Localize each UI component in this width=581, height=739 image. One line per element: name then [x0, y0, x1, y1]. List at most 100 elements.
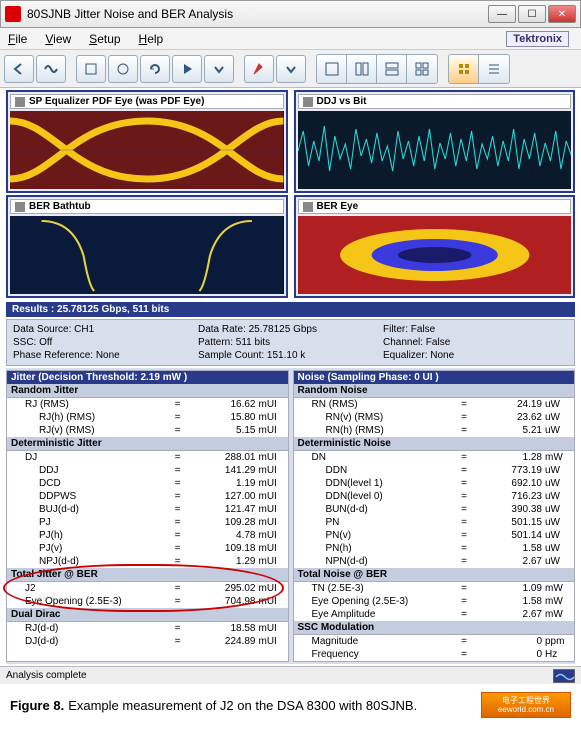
view-grid-button[interactable]: [449, 55, 479, 83]
plot-title: SP Equalizer PDF Eye (was PDF Eye): [29, 96, 204, 107]
random-noise-header: Random Noise: [294, 384, 575, 398]
status-wave-icon[interactable]: [553, 669, 575, 683]
back-button[interactable]: [4, 55, 34, 83]
meta-datarate: Data Rate: 25.78125 Gbps: [198, 323, 383, 336]
play-button[interactable]: [172, 55, 202, 83]
maximize-button[interactable]: ☐: [518, 5, 546, 23]
table-row: NPN(d-d)=2.67uW: [294, 555, 575, 568]
meta-channel: Channel: False: [383, 336, 568, 349]
table-row: Magnitude=0ppm: [294, 635, 575, 648]
plot-pdfeye[interactable]: [10, 111, 284, 189]
caption-text: Example measurement of J2 on the DSA 830…: [68, 698, 417, 713]
jitter-column: Jitter (Decision Threshold: 2.19 mW ) Ra…: [6, 370, 289, 662]
meta-filter: Filter: False: [383, 323, 568, 336]
table-row: Frequency=0Hz: [294, 648, 575, 661]
plot-header-bathtub[interactable]: BER Bathtub: [10, 199, 284, 214]
eeworld-logo: 电子工程世界 eeworld.com.cn: [481, 692, 571, 718]
layout1-button[interactable]: [317, 55, 347, 83]
menu-help[interactable]: Help: [139, 32, 164, 46]
meta-col1: Data Source: CH1 SSC: Off Phase Referenc…: [13, 323, 198, 362]
plot-title: DDJ vs Bit: [317, 96, 367, 107]
plot-panel-ddj: DDJ vs Bit: [294, 90, 576, 193]
figure-caption: Figure 8. Example measurement of J2 on t…: [0, 684, 581, 726]
table-row: RJ(h) (RMS)=15.80mUI: [7, 411, 288, 424]
layout2-button[interactable]: [347, 55, 377, 83]
plot-panel-bathtub: BER Bathtub: [6, 195, 288, 298]
tool-b-button[interactable]: [108, 55, 138, 83]
random-jitter-header: Random Jitter: [7, 384, 288, 398]
table-row: DDJ=141.29mUI: [7, 464, 288, 477]
menu-setup[interactable]: Setup: [89, 32, 120, 46]
window-controls: — ☐ ✕: [488, 5, 576, 23]
plot-ddj[interactable]: [298, 111, 572, 189]
table-row: PJ=109.28mUI: [7, 516, 288, 529]
total-noise-header: Total Noise @ BER: [294, 568, 575, 582]
dropdown-button[interactable]: [204, 55, 234, 83]
table-row: TN (2.5E-3)=1.09mW: [294, 582, 575, 595]
meta-datasource: Data Source: CH1: [13, 323, 198, 336]
plot-title: BER Bathtub: [29, 201, 91, 212]
dropdown2-button[interactable]: [276, 55, 306, 83]
meta-equalizer: Equalizer: None: [383, 349, 568, 362]
meta-panel: Data Source: CH1 SSC: Off Phase Referenc…: [6, 319, 575, 366]
table-row: DDN=773.19uW: [294, 464, 575, 477]
table-row: DJ(d-d)=224.89mUI: [7, 635, 288, 648]
table-row: DN=1.28mW: [294, 451, 575, 464]
table-row: PN(v)=501.14uW: [294, 529, 575, 542]
jitter-header: Jitter (Decision Threshold: 2.19 mW ): [7, 371, 288, 384]
app-icon: [5, 6, 21, 22]
menu-view[interactable]: View: [45, 32, 71, 46]
table-row: PN=501.15uW: [294, 516, 575, 529]
meta-pattern: Pattern: 511 bits: [198, 336, 383, 349]
layout4-button[interactable]: [407, 55, 437, 83]
menu-file[interactable]: File: [8, 32, 27, 46]
caption-label: Figure 8.: [10, 698, 64, 713]
menu-bar: File View Setup Help Tektronix: [0, 28, 581, 50]
table-row: Eye Amplitude=2.67mW: [294, 608, 575, 621]
results-tables: Jitter (Decision Threshold: 2.19 mW ) Ra…: [6, 368, 575, 664]
marker-button[interactable]: [244, 55, 274, 83]
meta-phaseref: Phase Reference: None: [13, 349, 198, 362]
plot-header-ddj[interactable]: DDJ vs Bit: [298, 94, 572, 109]
results-header: Results : 25.78125 Gbps, 511 bits: [6, 302, 575, 317]
table-row: PN(h)=1.58uW: [294, 542, 575, 555]
plot-header-bereye[interactable]: BER Eye: [298, 199, 572, 214]
table-row: RJ (RMS)=16.62mUI: [7, 398, 288, 411]
status-bar: Analysis complete: [0, 666, 581, 684]
close-button[interactable]: ✕: [548, 5, 576, 23]
table-row: NPJ(d-d)=1.29mUI: [7, 555, 288, 568]
wave-button[interactable]: [36, 55, 66, 83]
ssc-header: SSC Modulation: [294, 621, 575, 635]
cursor-icon: [303, 97, 313, 107]
plot-row-2: BER Bathtub BER Eye: [6, 195, 575, 298]
table-row-j2: J2=295.02mUI: [7, 582, 288, 595]
table-row: RN(h) (RMS)=5.21uW: [294, 424, 575, 437]
table-row: DDPWS=127.00mUI: [7, 490, 288, 503]
cursor-icon: [15, 97, 25, 107]
minimize-button[interactable]: —: [488, 5, 516, 23]
plot-row-1: SP Equalizer PDF Eye (was PDF Eye) DDJ v…: [6, 90, 575, 193]
brand-label: Tektronix: [506, 31, 569, 47]
layout3-button[interactable]: [377, 55, 407, 83]
plot-bereye[interactable]: [298, 216, 572, 294]
table-row: DDN(level 1)=692.10uW: [294, 477, 575, 490]
plot-bathtub[interactable]: [10, 216, 284, 294]
table-row: DJ=288.01mUI: [7, 451, 288, 464]
cursor-icon: [303, 202, 313, 212]
toolbar: [0, 50, 581, 88]
plot-header-pdfeye[interactable]: SP Equalizer PDF Eye (was PDF Eye): [10, 94, 284, 109]
view-list-button[interactable]: [479, 55, 509, 83]
meta-ssc: SSC: Off: [13, 336, 198, 349]
table-row: PJ(v)=109.18mUI: [7, 542, 288, 555]
tool-a-button[interactable]: [76, 55, 106, 83]
status-text: Analysis complete: [6, 670, 87, 681]
window-title: 80SJNB Jitter Noise and BER Analysis: [27, 7, 488, 21]
table-row: Eye Opening (2.5E-3)=704.98mUI: [7, 595, 288, 608]
table-row: DCD=1.19mUI: [7, 477, 288, 490]
det-jitter-header: Deterministic Jitter: [7, 437, 288, 451]
noise-header: Noise (Sampling Phase: 0 UI ): [294, 371, 575, 384]
refresh-button[interactable]: [140, 55, 170, 83]
plot-panel-pdfeye: SP Equalizer PDF Eye (was PDF Eye): [6, 90, 288, 193]
meta-col2: Data Rate: 25.78125 Gbps Pattern: 511 bi…: [198, 323, 383, 362]
meta-col3: Filter: False Channel: False Equalizer: …: [383, 323, 568, 362]
